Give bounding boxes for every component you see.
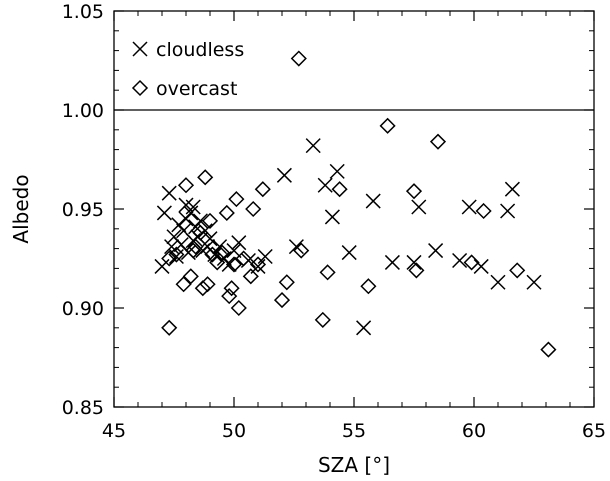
legend: cloudless overcast xyxy=(131,39,244,100)
legend-marker-cloudless xyxy=(132,41,148,57)
overcast-point xyxy=(509,262,526,279)
x-tick-label: 65 xyxy=(582,420,606,442)
cloudless-point xyxy=(178,211,194,227)
cloudless-point xyxy=(276,167,292,183)
legend-label-cloudless: cloudless xyxy=(156,39,244,61)
cloudless-point xyxy=(428,243,444,259)
overcast-point xyxy=(249,256,267,273)
cloudless-point xyxy=(411,199,427,215)
overcast-point xyxy=(201,212,219,229)
cloudless-point xyxy=(461,199,477,215)
series-overcast xyxy=(161,50,557,358)
cloudless-point xyxy=(288,239,304,255)
overcast-point xyxy=(408,262,425,279)
x-tick-label: 55 xyxy=(342,420,366,442)
cloudless-point xyxy=(188,219,204,235)
overcast-point xyxy=(187,238,204,255)
overcast-point xyxy=(225,256,243,273)
cloudless-point xyxy=(221,256,237,272)
overcast-point xyxy=(175,276,192,293)
y-tick-label: 1.00 xyxy=(62,100,104,122)
overcast-point xyxy=(213,244,231,261)
x-tick-label: 60 xyxy=(462,420,486,442)
cloudless-point xyxy=(226,243,242,259)
cloudless-point xyxy=(526,274,542,290)
cloudless-point xyxy=(452,252,468,269)
overcast-point xyxy=(429,133,447,150)
overcast-point xyxy=(273,292,291,309)
overcast-point xyxy=(379,117,396,134)
x-tick-label: 45 xyxy=(102,420,126,442)
overcast-point xyxy=(192,224,209,241)
cloudless-point xyxy=(324,209,340,225)
point-layer xyxy=(154,50,557,358)
cloudless-point xyxy=(504,181,520,197)
overcast-point xyxy=(197,169,214,186)
x-axis-label: SZA [°] xyxy=(318,453,390,477)
overcast-point xyxy=(254,181,271,198)
cloudless-point xyxy=(154,258,170,274)
overcast-point xyxy=(290,50,307,67)
overcast-point xyxy=(218,204,235,222)
cloudless-point xyxy=(317,177,333,193)
overcast-point xyxy=(463,254,480,271)
cloudless-point xyxy=(473,258,489,274)
overcast-point xyxy=(161,319,178,336)
overcast-point xyxy=(331,181,348,198)
cloudless-point xyxy=(164,239,180,255)
cloudless-point xyxy=(356,320,372,336)
overcast-point xyxy=(319,264,336,281)
overcast-point xyxy=(194,280,211,297)
cloudless-point xyxy=(384,254,400,270)
overcast-point xyxy=(168,246,185,263)
legend-marker-overcast xyxy=(131,79,149,97)
legend-label-overcast: overcast xyxy=(156,78,237,100)
cloudless-point xyxy=(490,274,506,290)
overcast-point xyxy=(360,278,377,295)
cloudless-point xyxy=(171,217,187,233)
cloudless-point xyxy=(257,248,273,265)
overcast-point xyxy=(278,274,295,291)
overcast-point xyxy=(475,202,492,220)
overcast-point xyxy=(185,242,202,259)
overcast-point xyxy=(204,246,221,263)
overcast-point xyxy=(235,250,252,267)
overcast-point xyxy=(314,311,331,328)
cloudless-point xyxy=(161,185,177,201)
cloudless-point xyxy=(406,254,422,270)
overcast-point xyxy=(405,183,423,200)
series-cloudless xyxy=(154,138,542,336)
y-tick-label: 0.85 xyxy=(62,397,104,419)
cloudless-point xyxy=(341,245,357,261)
overcast-point xyxy=(199,276,216,293)
overcast-point xyxy=(245,200,262,218)
overcast-point xyxy=(230,299,247,317)
overcast-point xyxy=(293,242,310,259)
overcast-point xyxy=(182,268,199,285)
overcast-point xyxy=(223,280,240,297)
cloudless-point xyxy=(192,213,208,229)
overcast-point xyxy=(540,341,557,358)
y-tick-label: 0.95 xyxy=(62,199,104,221)
cloudless-point xyxy=(329,163,345,179)
y-tick-label: 0.90 xyxy=(62,298,104,320)
overcast-point xyxy=(242,268,259,285)
overcast-point xyxy=(161,250,178,267)
y-axis-label: Albedo xyxy=(9,174,33,243)
cloudless-point xyxy=(156,205,172,221)
cloudless-point xyxy=(305,138,321,154)
y-tick-label: 1.05 xyxy=(62,1,104,23)
cloudless-point xyxy=(365,193,381,209)
cloudless-point xyxy=(231,235,247,251)
overcast-point xyxy=(177,177,195,194)
x-tick-label: 50 xyxy=(222,420,246,442)
cloudless-point xyxy=(500,203,516,219)
overcast-point xyxy=(228,191,245,208)
cloudless-point xyxy=(212,239,228,255)
cloudless-point xyxy=(185,199,201,215)
tick-layer: 45 50 55 60 65 0.85 0.90 0.95 1.00 1.05 xyxy=(62,1,606,442)
